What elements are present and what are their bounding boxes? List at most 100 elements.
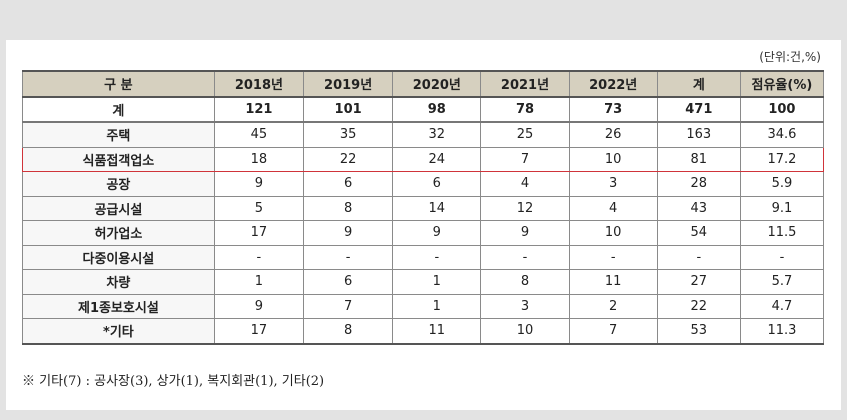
- cell: 9: [213, 293, 305, 319]
- cell: 28: [656, 171, 741, 197]
- cell: 163: [656, 121, 741, 148]
- cell: 8: [302, 195, 394, 221]
- row-label: 다중이용시설: [22, 244, 215, 270]
- cell: -: [480, 244, 570, 270]
- row-label: 차량: [22, 269, 215, 295]
- table-row: 다중이용시설 - - - - - - -: [22, 244, 825, 270]
- cell: 1: [392, 293, 482, 319]
- document-panel: (단위:건,%) 구 분 2018년 2019년 2020년 2021년 202…: [6, 40, 841, 410]
- table-row-total: 계 121 101 98 78 73 471 100: [22, 96, 825, 123]
- cell: 17.2: [739, 146, 825, 172]
- cell: 7: [480, 146, 570, 172]
- footnote: ※ 기타(7) : 공사장(3), 상가(1), 복지회관(1), 기타(2): [22, 374, 325, 389]
- cell: 73: [568, 96, 658, 123]
- cell: 81: [656, 146, 741, 172]
- cell: 35: [302, 121, 394, 148]
- cell: 100: [739, 96, 825, 123]
- row-label: *기타: [22, 318, 215, 345]
- cell: 8: [480, 269, 570, 295]
- cell: -: [656, 244, 741, 270]
- cell: -: [392, 244, 482, 270]
- cell: 22: [656, 293, 741, 319]
- cell: 5.9: [739, 171, 825, 197]
- cell: 9: [480, 220, 570, 246]
- cell: 3: [568, 171, 658, 197]
- cell: 471: [656, 96, 741, 123]
- cell: 9.1: [739, 195, 825, 221]
- cell: -: [568, 244, 658, 270]
- cell: 4: [480, 171, 570, 197]
- table-header-row: 구 분 2018년 2019년 2020년 2021년 2022년 계 점유율(…: [22, 70, 825, 98]
- row-label: 주택: [22, 121, 215, 148]
- cell: -: [302, 244, 394, 270]
- cell: 78: [480, 96, 570, 123]
- cell: 43: [656, 195, 741, 221]
- cell: 101: [302, 96, 394, 123]
- cell: 54: [656, 220, 741, 246]
- cell: 8: [302, 318, 394, 345]
- cell: 32: [392, 121, 482, 148]
- row-label: 제1종보호시설: [22, 293, 215, 319]
- cell: 11.5: [739, 220, 825, 246]
- row-label: 계: [22, 96, 215, 123]
- cell: 11.3: [739, 318, 825, 345]
- table-row-highlighted: 식품접객업소 18 22 24 7 10 81 17.2: [22, 146, 825, 172]
- cell: 34.6: [739, 121, 825, 148]
- cell: 4.7: [739, 293, 825, 319]
- cell: 1: [213, 269, 305, 295]
- cell: 2: [568, 293, 658, 319]
- unit-note: (단위:건,%): [759, 50, 821, 64]
- table-row: 공장 9 6 6 4 3 28 5.9: [22, 171, 825, 197]
- cell: -: [213, 244, 305, 270]
- row-label: 식품접객업소: [22, 146, 215, 172]
- table-row: 주택 45 35 32 25 26 163 34.6: [22, 121, 825, 148]
- cell: 17: [213, 220, 305, 246]
- statistics-table: 구 분 2018년 2019년 2020년 2021년 2022년 계 점유율(…: [22, 70, 825, 345]
- cell: -: [739, 244, 825, 270]
- cell: 7: [302, 293, 394, 319]
- cell: 7: [568, 318, 658, 345]
- cell: 11: [568, 269, 658, 295]
- cell: 9: [213, 171, 305, 197]
- cell: 14: [392, 195, 482, 221]
- cell: 6: [302, 171, 394, 197]
- cell: 10: [568, 220, 658, 246]
- header-category: 구 분: [22, 70, 215, 98]
- cell: 18: [213, 146, 305, 172]
- cell: 25: [480, 121, 570, 148]
- cell: 11: [392, 318, 482, 345]
- cell: 27: [656, 269, 741, 295]
- row-label: 공급시설: [22, 195, 215, 221]
- cell: 17: [213, 318, 305, 345]
- header-2018: 2018년: [213, 70, 305, 98]
- row-label: 공장: [22, 171, 215, 197]
- header-2022: 2022년: [568, 70, 658, 98]
- cell: 121: [213, 96, 305, 123]
- header-2021: 2021년: [480, 70, 570, 98]
- table-row: 허가업소 17 9 9 9 10 54 11.5: [22, 220, 825, 246]
- cell: 26: [568, 121, 658, 148]
- cell: 3: [480, 293, 570, 319]
- cell: 10: [480, 318, 570, 345]
- header-share: 점유율(%): [739, 70, 825, 98]
- header-2020: 2020년: [392, 70, 482, 98]
- cell: 53: [656, 318, 741, 345]
- cell: 4: [568, 195, 658, 221]
- cell: 24: [392, 146, 482, 172]
- table-row: 차량 1 6 1 8 11 27 5.7: [22, 269, 825, 295]
- cell: 5.7: [739, 269, 825, 295]
- cell: 1: [392, 269, 482, 295]
- cell: 9: [302, 220, 394, 246]
- cell: 6: [392, 171, 482, 197]
- table-row: 제1종보호시설 9 7 1 3 2 22 4.7: [22, 293, 825, 319]
- cell: 45: [213, 121, 305, 148]
- cell: 5: [213, 195, 305, 221]
- header-total: 계: [656, 70, 741, 98]
- cell: 12: [480, 195, 570, 221]
- cell: 6: [302, 269, 394, 295]
- cell: 9: [392, 220, 482, 246]
- table-row: *기타 17 8 11 10 7 53 11.3: [22, 318, 825, 345]
- cell: 98: [392, 96, 482, 123]
- header-2019: 2019년: [302, 70, 394, 98]
- row-label: 허가업소: [22, 220, 215, 246]
